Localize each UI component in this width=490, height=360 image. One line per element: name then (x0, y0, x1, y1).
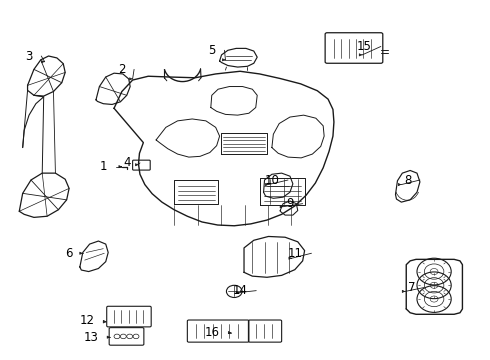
Text: 7: 7 (408, 281, 415, 294)
Text: 13: 13 (83, 331, 98, 344)
Text: 6: 6 (66, 247, 73, 260)
Text: 15: 15 (357, 40, 372, 53)
Text: 1: 1 (99, 160, 107, 173)
Text: 11: 11 (288, 247, 303, 260)
Text: 9: 9 (286, 197, 294, 210)
Text: 8: 8 (404, 174, 411, 186)
Text: 3: 3 (25, 50, 32, 63)
Text: 16: 16 (205, 326, 220, 339)
Text: 14: 14 (232, 284, 247, 297)
Text: 2: 2 (118, 63, 125, 76)
Text: 4: 4 (123, 156, 131, 169)
Text: 5: 5 (208, 44, 216, 57)
Text: 10: 10 (264, 174, 279, 186)
Text: 12: 12 (79, 314, 95, 327)
